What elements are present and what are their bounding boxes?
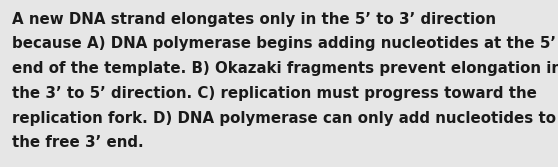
Text: replication fork. D) DNA polymerase can only add nucleotides to: replication fork. D) DNA polymerase can … [12, 111, 556, 126]
Text: the 3’ to 5’ direction. C) replication must progress toward the: the 3’ to 5’ direction. C) replication m… [12, 86, 537, 101]
Text: the free 3’ end.: the free 3’ end. [12, 135, 144, 150]
Text: because A) DNA polymerase begins adding nucleotides at the 5’: because A) DNA polymerase begins adding … [12, 36, 556, 51]
Text: A new DNA strand elongates only in the 5’ to 3’ direction: A new DNA strand elongates only in the 5… [12, 12, 496, 27]
Text: end of the template. B) Okazaki fragments prevent elongation in: end of the template. B) Okazaki fragment… [12, 61, 558, 76]
